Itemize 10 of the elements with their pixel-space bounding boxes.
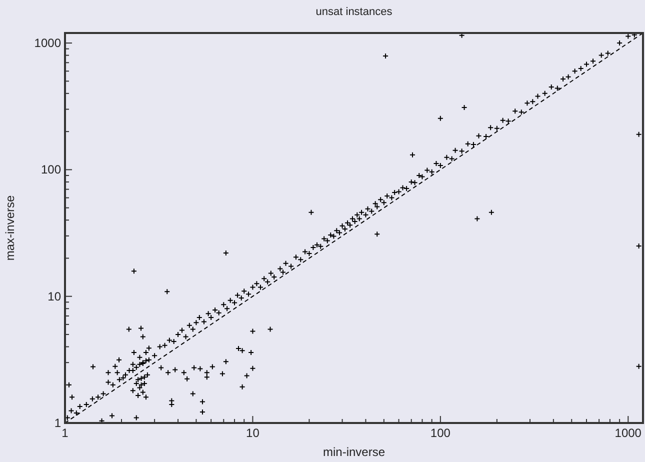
y-tick-label: 1 (54, 416, 62, 430)
chart-title: unsat instances (316, 6, 393, 18)
x-axis-title: min-inverse (322, 445, 386, 459)
x-tick-label: 10 (246, 426, 260, 440)
x-tick-label: 1000 (614, 426, 642, 440)
y-tick-label: 100 (40, 162, 62, 177)
y-tick-label: 1000 (34, 36, 62, 50)
y-axis-title: max-inverse (3, 195, 17, 261)
x-tick-label: 100 (430, 426, 451, 440)
y-tick-label: 10 (48, 289, 62, 304)
